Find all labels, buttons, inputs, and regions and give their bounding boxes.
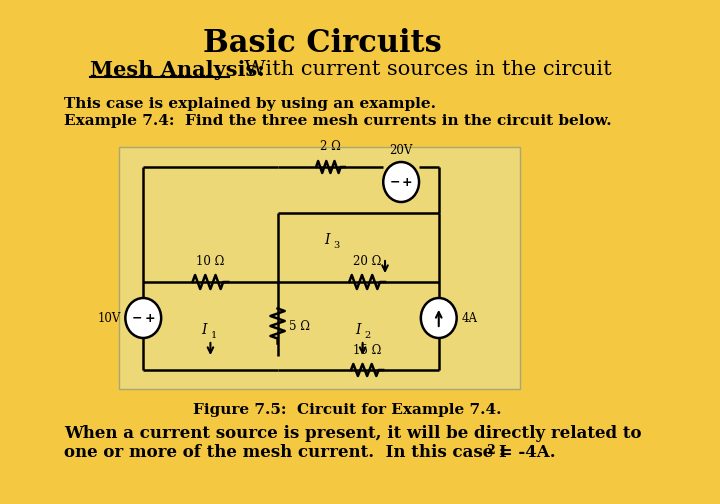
Text: 5 Ω: 5 Ω bbox=[289, 320, 310, 333]
Text: 15 Ω: 15 Ω bbox=[353, 344, 382, 357]
Text: 4A: 4A bbox=[461, 311, 477, 325]
Text: 10 Ω: 10 Ω bbox=[197, 255, 225, 268]
Text: 2: 2 bbox=[364, 332, 371, 341]
Text: 3: 3 bbox=[333, 241, 339, 250]
Text: Mesh Analysis:: Mesh Analysis: bbox=[89, 60, 264, 80]
Text: 2: 2 bbox=[486, 444, 495, 457]
Text: This case is explained by using an example.: This case is explained by using an examp… bbox=[65, 97, 436, 111]
Text: one or more of the mesh current.  In this case I: one or more of the mesh current. In this… bbox=[65, 444, 507, 461]
Text: 2 Ω: 2 Ω bbox=[320, 140, 341, 153]
Text: I: I bbox=[202, 323, 207, 337]
Text: 10V: 10V bbox=[97, 311, 121, 325]
Text: When a current source is present, it will be directly related to: When a current source is present, it wil… bbox=[65, 425, 642, 442]
Circle shape bbox=[125, 298, 161, 338]
Text: = -4A.: = -4A. bbox=[493, 444, 556, 461]
Text: 1: 1 bbox=[210, 332, 217, 341]
Text: 20V: 20V bbox=[390, 144, 413, 157]
Circle shape bbox=[383, 162, 419, 202]
Text: +: + bbox=[402, 175, 413, 188]
Text: +: + bbox=[144, 311, 155, 325]
Text: Basic Circuits: Basic Circuits bbox=[203, 28, 442, 59]
Text: I: I bbox=[324, 233, 330, 247]
Text: Example 7.4:  Find the three mesh currents in the circuit below.: Example 7.4: Find the three mesh current… bbox=[65, 114, 612, 128]
Bar bbox=[119, 147, 521, 389]
Text: Figure 7.5:  Circuit for Example 7.4.: Figure 7.5: Circuit for Example 7.4. bbox=[192, 403, 501, 417]
Text: −: − bbox=[132, 311, 143, 325]
Circle shape bbox=[421, 298, 456, 338]
Text: 20 Ω: 20 Ω bbox=[353, 255, 382, 268]
Text: I: I bbox=[356, 323, 361, 337]
Text: With current sources in the circuit: With current sources in the circuit bbox=[231, 60, 612, 79]
Text: −: − bbox=[390, 175, 400, 188]
